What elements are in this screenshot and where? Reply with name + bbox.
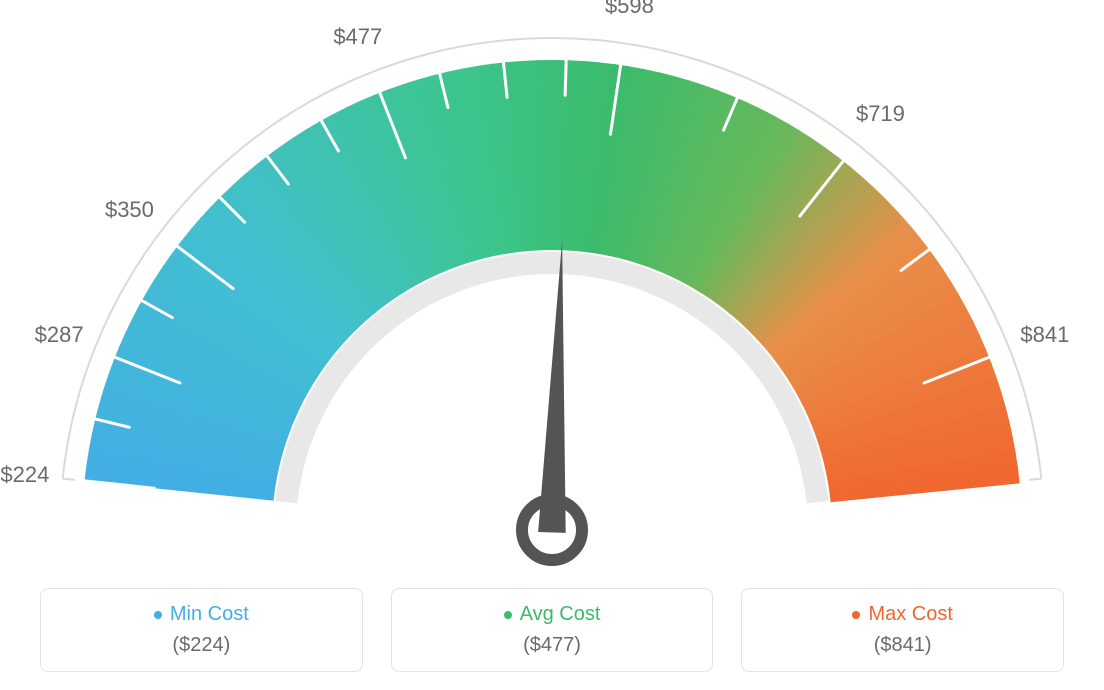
legend-value-max: ($841) — [752, 634, 1053, 657]
legend-label-max: Max Cost — [868, 603, 952, 626]
legend-value-min: ($224) — [51, 634, 352, 657]
legend-title-min: Min Cost — [154, 603, 249, 626]
gauge-chart: $224 $287 $350 $477 $598 $719 $841 — [0, 0, 1104, 570]
legend-card-avg: Avg Cost ($477) — [391, 588, 714, 672]
legend-card-max: Max Cost ($841) — [741, 588, 1064, 672]
cost-gauge-widget: $224 $287 $350 $477 $598 $719 $841 Min Cost ($… — [0, 0, 1104, 690]
legend-dot-max — [852, 611, 860, 619]
legend-card-min: Min Cost ($224) — [40, 588, 363, 672]
gauge-tick-label: $477 — [333, 24, 382, 50]
gauge-tick-label: $287 — [35, 322, 84, 348]
legend-label-min: Min Cost — [170, 603, 249, 626]
legend-row: Min Cost ($224) Avg Cost ($477) Max Cost… — [40, 588, 1064, 672]
gauge-tick-label: $350 — [105, 197, 154, 223]
gauge-tick-label: $841 — [1020, 322, 1069, 348]
legend-dot-min — [154, 611, 162, 619]
gauge-tick-label: $224 — [0, 462, 49, 488]
legend-title-avg: Avg Cost — [504, 603, 601, 626]
gauge-tick-label: $598 — [605, 0, 654, 19]
legend-dot-avg — [504, 611, 512, 619]
gauge-tick-label: $719 — [856, 101, 905, 127]
legend-value-avg: ($477) — [402, 634, 703, 657]
legend-label-avg: Avg Cost — [520, 603, 601, 626]
legend-title-max: Max Cost — [852, 603, 952, 626]
